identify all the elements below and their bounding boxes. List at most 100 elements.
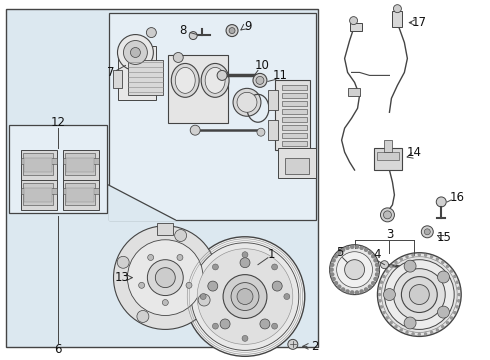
Circle shape: [256, 76, 264, 84]
Circle shape: [457, 299, 460, 302]
Circle shape: [330, 263, 334, 267]
Text: 7: 7: [107, 66, 114, 79]
Circle shape: [330, 273, 334, 276]
Circle shape: [424, 229, 430, 235]
Ellipse shape: [172, 63, 199, 97]
Circle shape: [360, 289, 364, 293]
Circle shape: [350, 245, 354, 249]
Circle shape: [406, 255, 409, 258]
Circle shape: [242, 252, 248, 258]
Circle shape: [341, 248, 345, 252]
Circle shape: [404, 260, 416, 272]
Circle shape: [394, 325, 397, 328]
Bar: [21, 188, 27, 194]
Circle shape: [380, 305, 383, 309]
Circle shape: [438, 271, 449, 283]
Circle shape: [412, 332, 415, 336]
Bar: [113, 71, 122, 88]
Circle shape: [436, 257, 439, 261]
Bar: [282, 117, 307, 122]
Ellipse shape: [201, 63, 229, 97]
Circle shape: [349, 17, 358, 24]
Circle shape: [382, 275, 385, 278]
Circle shape: [260, 319, 270, 329]
Circle shape: [394, 261, 397, 264]
Circle shape: [226, 24, 238, 37]
Bar: [6, 9, 318, 347]
Circle shape: [242, 336, 248, 341]
Text: 12: 12: [50, 116, 65, 129]
Bar: [21, 180, 57, 210]
Circle shape: [377, 253, 461, 336]
Circle shape: [418, 333, 421, 336]
Bar: [168, 55, 228, 123]
Text: 15: 15: [437, 231, 452, 244]
Circle shape: [375, 273, 379, 276]
Circle shape: [127, 240, 203, 315]
Circle shape: [430, 255, 433, 258]
Bar: [66, 188, 94, 202]
Bar: [9, 125, 106, 213]
Circle shape: [384, 289, 395, 301]
Text: 14: 14: [407, 145, 422, 159]
Circle shape: [446, 321, 449, 324]
Circle shape: [272, 281, 282, 291]
Circle shape: [378, 293, 381, 296]
Text: 17: 17: [412, 16, 427, 29]
Bar: [93, 158, 98, 164]
Circle shape: [271, 264, 277, 270]
Circle shape: [457, 287, 460, 290]
Circle shape: [441, 261, 444, 264]
Circle shape: [430, 331, 433, 334]
Circle shape: [137, 310, 149, 323]
Circle shape: [424, 254, 427, 257]
Circle shape: [384, 211, 392, 219]
Circle shape: [390, 321, 392, 324]
Circle shape: [284, 293, 290, 300]
Circle shape: [217, 71, 227, 80]
Bar: [21, 158, 27, 164]
Text: 10: 10: [254, 59, 270, 72]
Circle shape: [364, 288, 368, 292]
Circle shape: [345, 289, 349, 293]
Circle shape: [418, 253, 421, 256]
Bar: [63, 188, 69, 194]
Ellipse shape: [205, 67, 225, 93]
Circle shape: [355, 291, 359, 294]
Bar: [278, 148, 316, 178]
Bar: [347, 88, 360, 96]
Circle shape: [147, 255, 154, 261]
Circle shape: [436, 197, 446, 207]
Text: 4: 4: [374, 248, 381, 261]
Circle shape: [386, 316, 389, 319]
Circle shape: [406, 331, 409, 334]
Circle shape: [344, 260, 365, 280]
Circle shape: [330, 245, 379, 294]
Ellipse shape: [237, 92, 257, 112]
Circle shape: [393, 269, 445, 320]
Circle shape: [421, 226, 433, 238]
Bar: [23, 183, 53, 205]
Bar: [374, 148, 402, 170]
Circle shape: [371, 281, 375, 285]
Circle shape: [220, 319, 230, 329]
Circle shape: [373, 277, 377, 281]
Circle shape: [117, 256, 129, 268]
Circle shape: [332, 258, 336, 262]
Circle shape: [450, 270, 453, 273]
Ellipse shape: [233, 88, 261, 116]
Circle shape: [386, 270, 389, 273]
Bar: [268, 90, 278, 110]
Circle shape: [213, 323, 219, 329]
Circle shape: [257, 128, 265, 136]
Text: 13: 13: [115, 271, 130, 284]
Circle shape: [213, 264, 219, 270]
Circle shape: [360, 246, 364, 250]
Circle shape: [453, 275, 456, 278]
Circle shape: [341, 288, 345, 292]
Circle shape: [337, 252, 372, 288]
Circle shape: [380, 261, 389, 269]
Circle shape: [453, 311, 456, 314]
Circle shape: [404, 317, 416, 329]
Circle shape: [446, 265, 449, 268]
